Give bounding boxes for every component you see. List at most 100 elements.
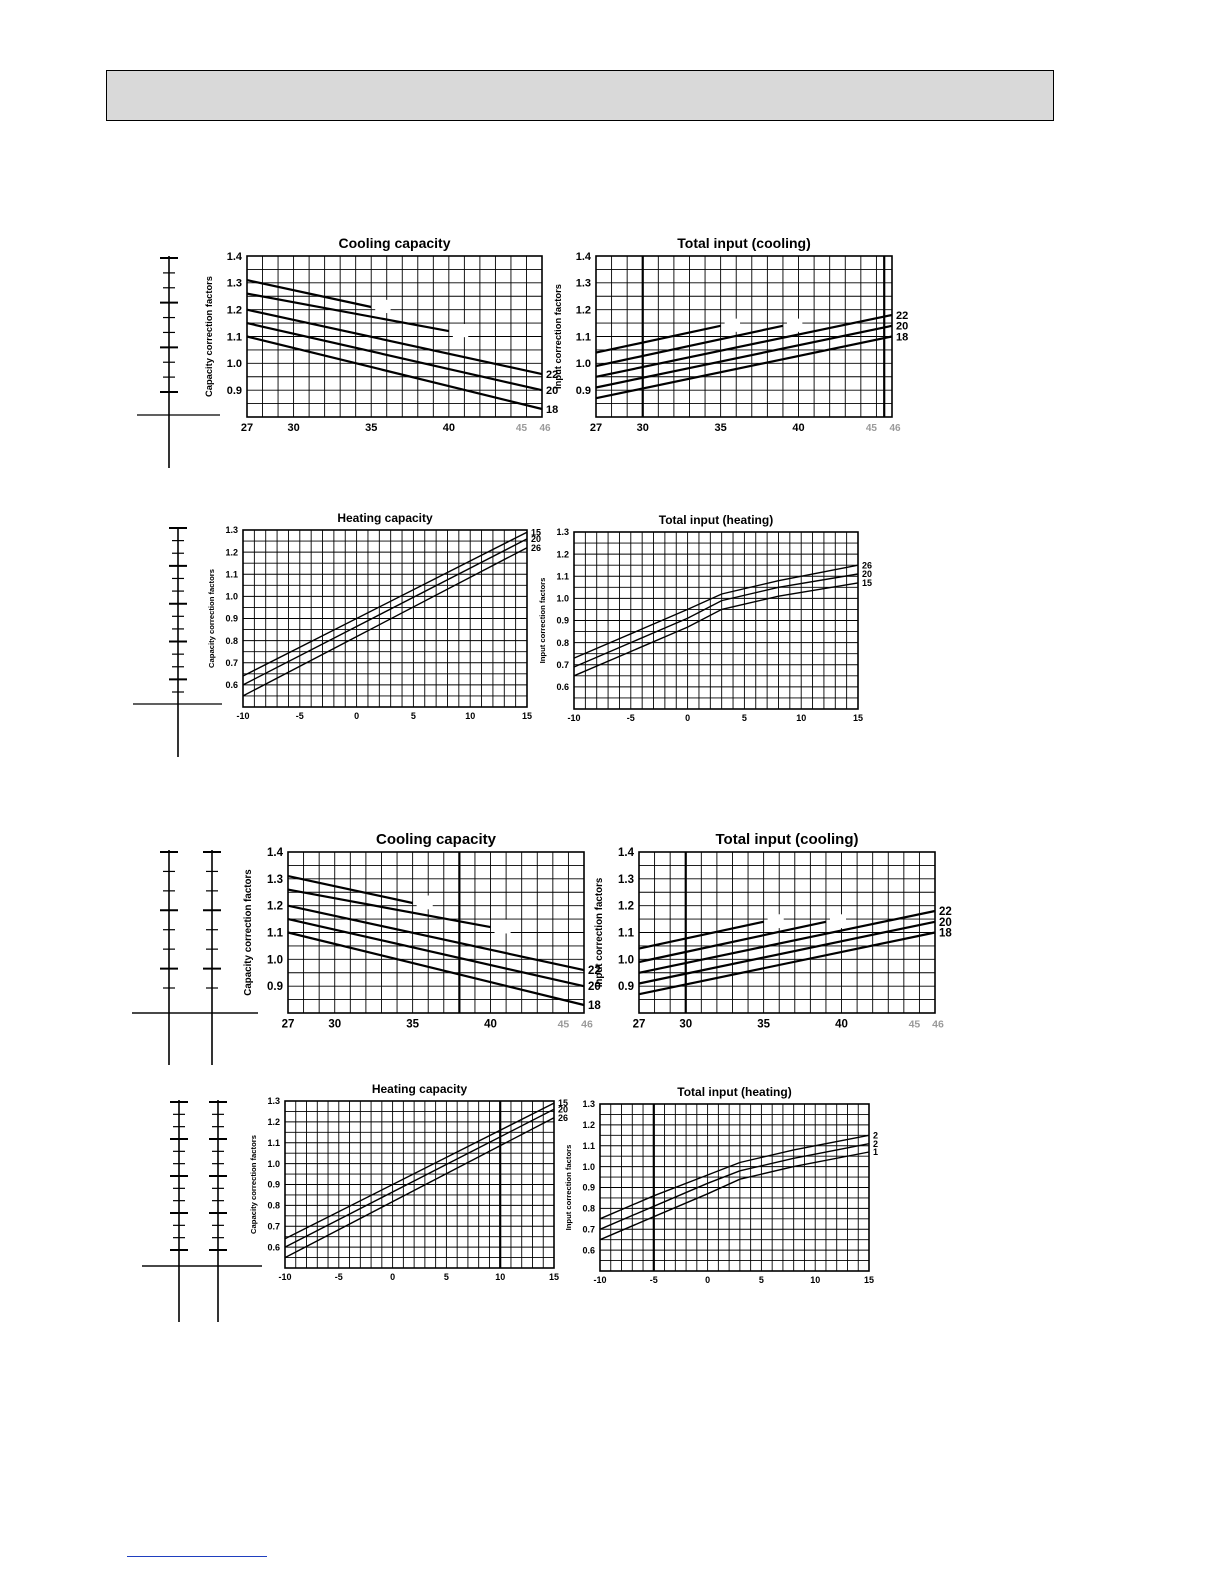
series-line-20 xyxy=(242,538,528,686)
series-label: 26 xyxy=(558,1113,568,1123)
plot-frame xyxy=(573,531,859,710)
x-tick-label: 5 xyxy=(411,711,416,721)
x-tick-label: 10 xyxy=(810,1275,820,1285)
side-scale xyxy=(133,527,222,757)
series-label: 20 xyxy=(939,917,952,929)
x-tick-label: 15 xyxy=(864,1275,874,1285)
plot-grid xyxy=(242,529,528,708)
y-tick-label: 1.3 xyxy=(267,874,283,886)
y-tick-label: 0.9 xyxy=(582,1183,595,1193)
series-line-24 xyxy=(287,888,491,929)
y-tick-label: 1.3 xyxy=(618,874,634,886)
y-tick-label: 0.9 xyxy=(556,616,569,626)
series-line-22 xyxy=(638,909,936,974)
y-tick-label: 0.7 xyxy=(556,660,569,670)
series-line-2 xyxy=(599,1143,870,1230)
x-tick-label: 0 xyxy=(390,1272,395,1282)
y-tick-label: 0.9 xyxy=(227,385,242,397)
series-label: 26 xyxy=(862,560,872,570)
series-label: 20 xyxy=(862,569,872,579)
series-line-18 xyxy=(595,335,893,400)
label-knockout xyxy=(829,914,847,929)
x-tick-label: -5 xyxy=(650,1275,658,1285)
x-tick-label: 10 xyxy=(796,713,806,723)
y-tick-label: 1.1 xyxy=(556,571,569,581)
x-tick-label: 15 xyxy=(853,713,863,723)
y-axis-label: Input correction factors xyxy=(538,578,547,664)
y-tick-label: 1.4 xyxy=(618,847,635,859)
plot-grid xyxy=(638,851,936,1014)
y-tick-label: 0.7 xyxy=(225,658,238,668)
x-tick-label: -10 xyxy=(278,1272,291,1282)
series-label: 15 xyxy=(558,1098,568,1108)
x-tick-label-faded: 45 xyxy=(558,1019,570,1031)
series-line-24 xyxy=(595,324,784,368)
x-tick-label: 27 xyxy=(590,422,602,434)
y-axis-label: Capacity correction factors xyxy=(207,569,216,668)
x-tick-label: 35 xyxy=(365,422,377,434)
series-line-15 xyxy=(242,531,528,677)
y-tick-label: 1.1 xyxy=(582,1141,595,1151)
chart-title: Total input (heating) xyxy=(659,513,773,527)
x-tick-label: 27 xyxy=(241,422,253,434)
series-label: 18 xyxy=(896,331,908,343)
page-header-bar xyxy=(106,70,1054,121)
x-tick-label: 0 xyxy=(685,713,690,723)
y-axis-label: Input correction factors xyxy=(594,877,605,987)
chart-title: Heating capacity xyxy=(337,511,433,525)
series-label: 18 xyxy=(588,1000,601,1012)
y-tick-label: 1.3 xyxy=(576,278,591,290)
chart-title: Total input (cooling) xyxy=(677,235,811,251)
x-tick-label: 35 xyxy=(757,1019,770,1031)
y-axis-label: Input correction factors xyxy=(553,284,563,389)
y-tick-label: 1.3 xyxy=(267,1096,280,1106)
y-tick-label: 0.8 xyxy=(556,638,569,648)
x-tick-label: 5 xyxy=(444,1272,449,1282)
footer-link-underline[interactable] xyxy=(127,1556,267,1557)
x-tick-label: 40 xyxy=(443,422,455,434)
x-tick-label: -10 xyxy=(593,1275,606,1285)
x-tick-label: 15 xyxy=(549,1272,559,1282)
series-label: 20 xyxy=(588,981,601,993)
y-tick-label: 0.6 xyxy=(556,682,569,692)
series-label: 15 xyxy=(862,578,872,588)
x-tick-label: 40 xyxy=(835,1019,848,1031)
series-label: 18 xyxy=(546,404,558,416)
series-line-22 xyxy=(287,904,585,972)
series-line-2 xyxy=(599,1134,870,1220)
x-tick-label: -5 xyxy=(335,1272,343,1282)
y-tick-label: 1.2 xyxy=(267,1117,280,1127)
x-tick-label: 30 xyxy=(679,1019,692,1031)
series-label: 22 xyxy=(588,965,601,977)
y-tick-label: 0.8 xyxy=(225,636,238,646)
plot-frame xyxy=(599,1103,870,1272)
series-label: 22 xyxy=(939,906,952,918)
y-tick-label: 1.0 xyxy=(267,954,283,966)
series-line-18 xyxy=(287,931,585,1007)
series-line-15 xyxy=(284,1102,555,1240)
chart-5: 26242220181.41.31.21.11.00.9273035404546… xyxy=(243,831,601,1031)
x-tick-label: 0 xyxy=(705,1275,710,1285)
series-label: 2 xyxy=(873,1139,878,1149)
chart-title: Heating capacity xyxy=(372,1082,468,1096)
x-tick-label: 0 xyxy=(354,711,359,721)
y-axis-label: Capacity correction factors xyxy=(204,276,214,397)
y-tick-label: 0.8 xyxy=(582,1204,595,1214)
series-label: 20 xyxy=(531,534,541,544)
plot-frame xyxy=(284,1100,555,1269)
x-tick-label: 5 xyxy=(759,1275,764,1285)
label-knockout xyxy=(452,323,469,338)
x-tick-label: -5 xyxy=(627,713,635,723)
series-line-26 xyxy=(246,279,372,309)
series-line-26 xyxy=(242,547,528,697)
y-tick-label: 0.6 xyxy=(582,1245,595,1255)
y-tick-label: 0.7 xyxy=(267,1221,280,1231)
x-tick-label: 27 xyxy=(282,1019,295,1031)
label-knockout xyxy=(375,299,391,314)
y-tick-label: 1.1 xyxy=(267,1138,280,1148)
series-line-20 xyxy=(573,573,859,668)
series-label: 20 xyxy=(546,385,558,397)
y-tick-label: 0.9 xyxy=(267,1180,280,1190)
